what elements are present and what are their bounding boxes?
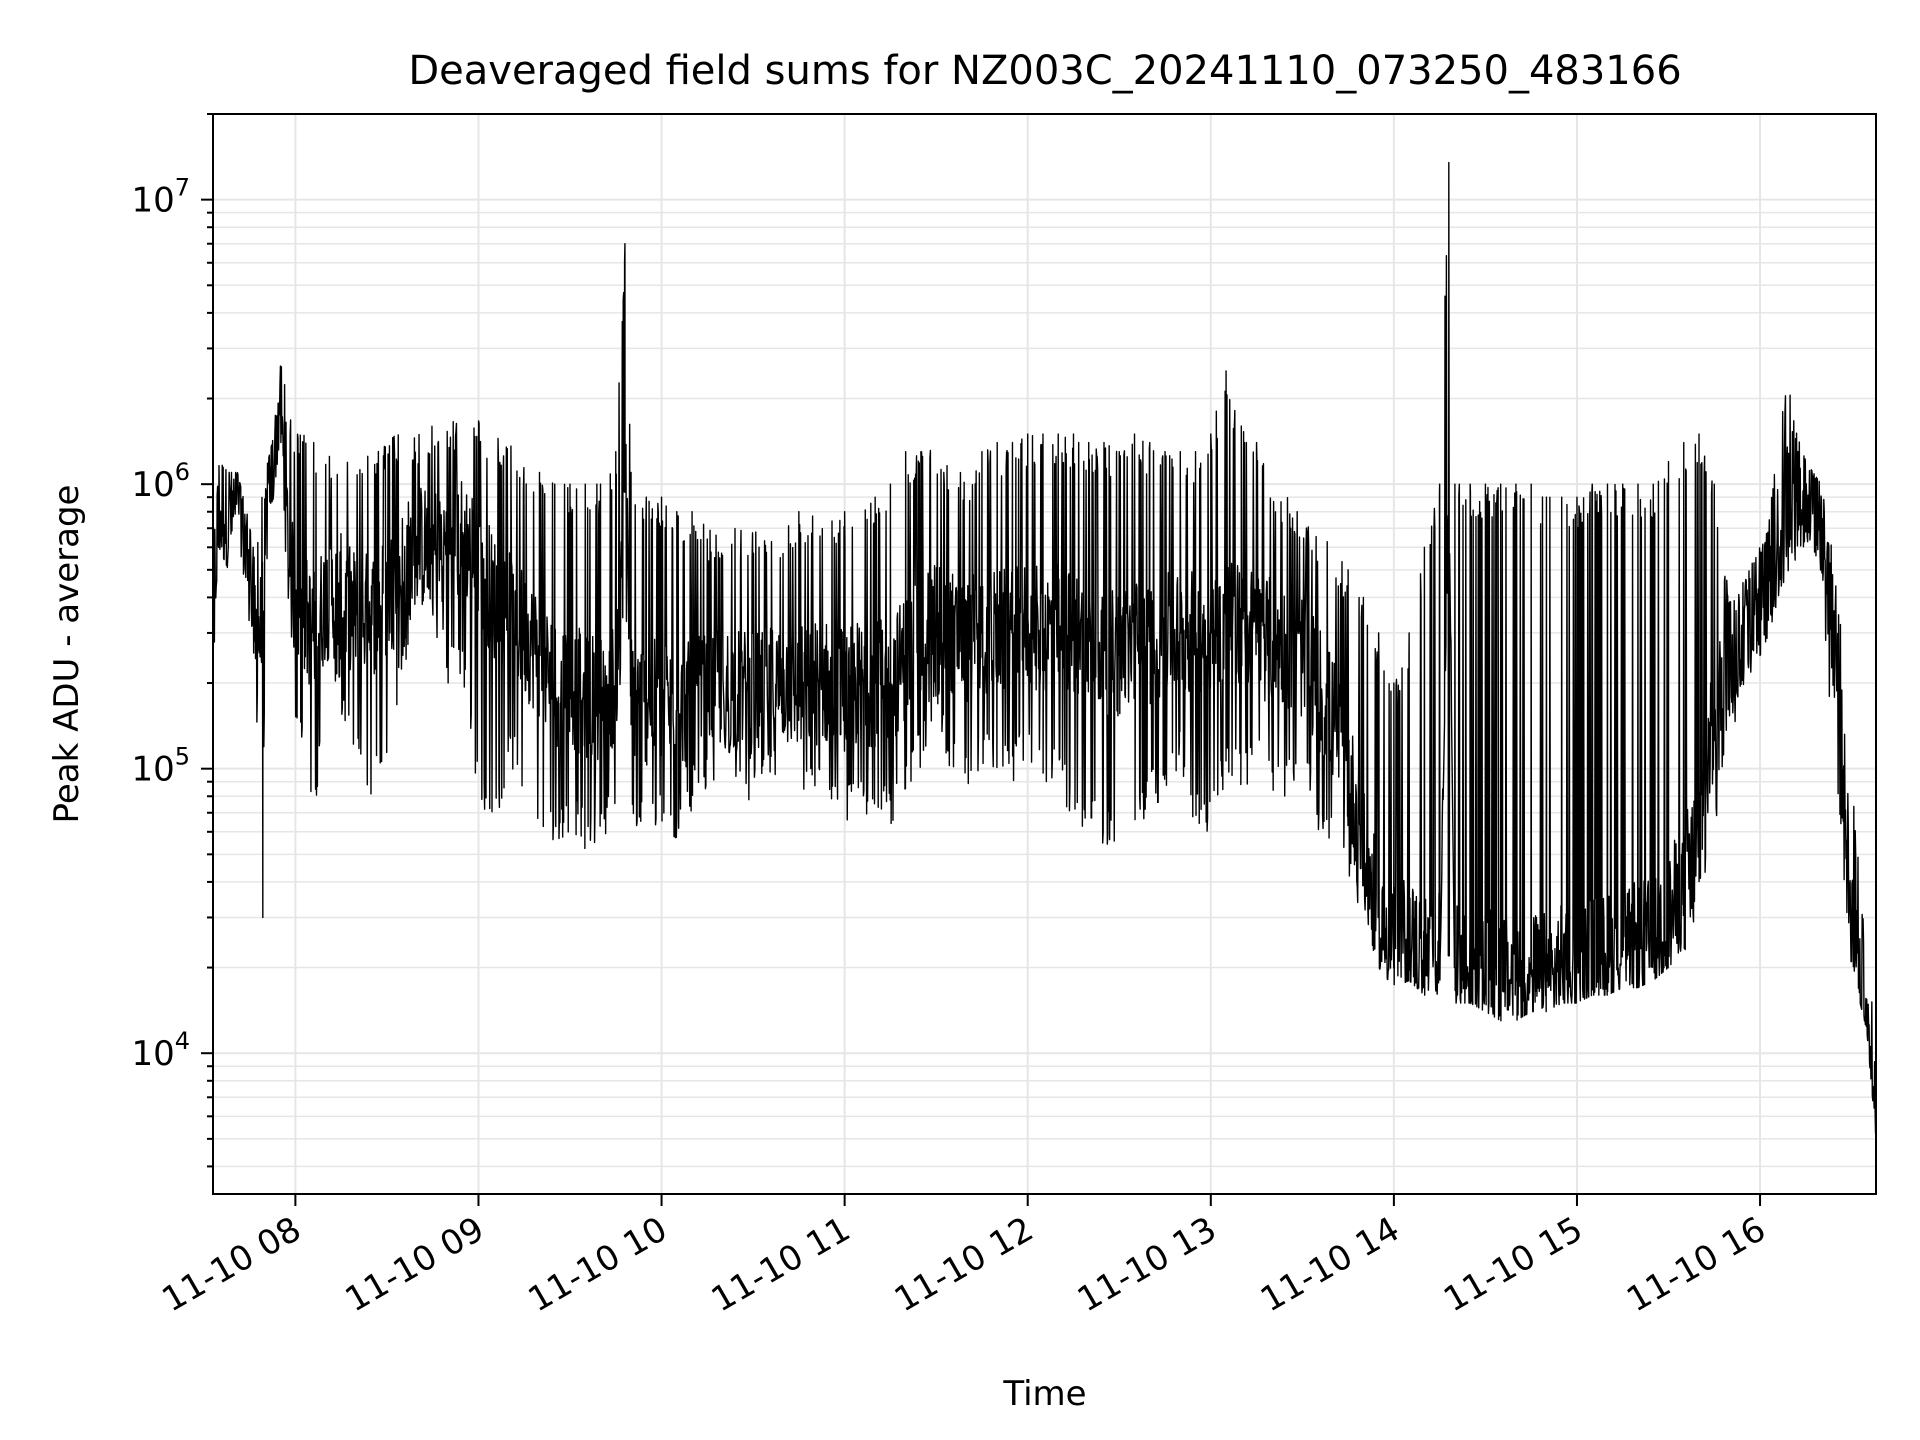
y-tick-label: 107 bbox=[131, 174, 190, 221]
series-layer bbox=[212, 161, 1877, 1135]
x-axis-label: Time bbox=[1002, 1374, 1086, 1414]
y-axis-label: Peak ADU - average bbox=[47, 485, 87, 824]
y-tick-label: 106 bbox=[131, 458, 190, 505]
series-line bbox=[212, 161, 1877, 1135]
y-axis: 104 105 106 107 bbox=[131, 113, 213, 1168]
chart-title: Deaveraged field sums for NZ003C_2024111… bbox=[408, 48, 1681, 94]
plot-frame bbox=[212, 113, 1877, 1195]
y-tick-label: 105 bbox=[131, 743, 190, 790]
y-tick-label: 104 bbox=[131, 1027, 190, 1074]
